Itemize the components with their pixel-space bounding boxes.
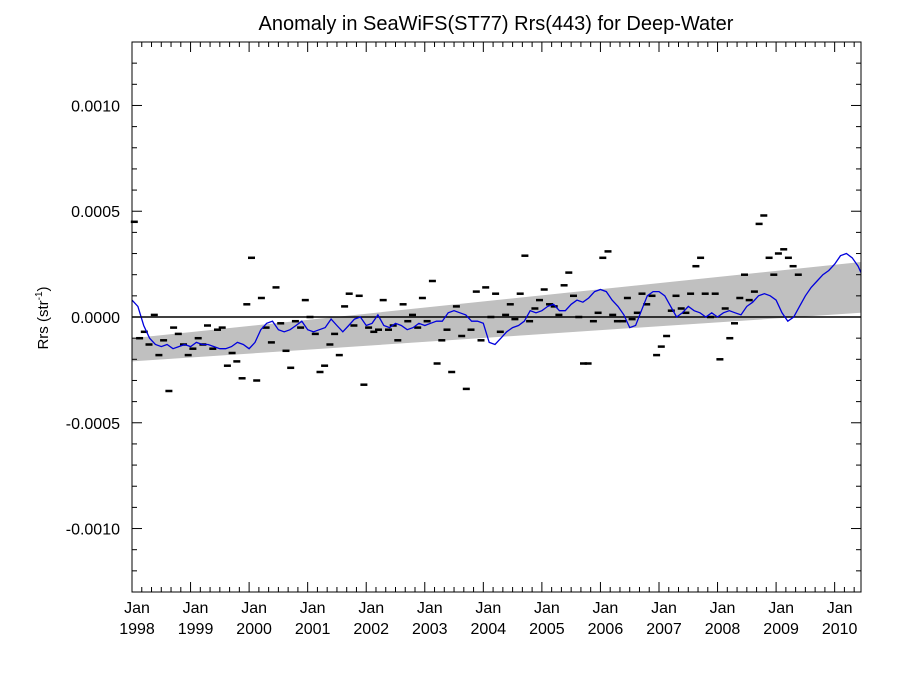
x-tick-label-year: 2000 <box>236 621 272 638</box>
x-tick-label-month: Jan <box>300 600 326 617</box>
x-tick-label-month: Jan <box>768 600 794 617</box>
x-tick-label-month: Jan <box>475 600 501 617</box>
x-tick-label-year: 2003 <box>412 621 448 638</box>
x-tick-label-month: Jan <box>358 600 384 617</box>
x-tick-label-year: 2010 <box>822 621 858 638</box>
y-axis-label-close: ) <box>35 286 52 291</box>
y-axis-label: Rrs (str-1) <box>34 286 52 349</box>
x-tick-label-month: Jan <box>241 600 267 617</box>
y-tick-label: 0.0010 <box>71 98 120 115</box>
x-tick-label-month: Jan <box>651 600 677 617</box>
x-tick-label-year: 2005 <box>529 621 565 638</box>
x-tick-label-month: Jan <box>593 600 619 617</box>
x-tick-label-month: Jan <box>534 600 560 617</box>
plot-area: 0.0010 0.0005 0.0000 -0.0005 -0.0010 Jan 1998 J… <box>66 41 862 638</box>
x-tick-label-year: 2008 <box>705 621 741 638</box>
x-tick-label-month: Jan <box>710 600 736 617</box>
x-tick-label-year: 2004 <box>471 621 507 638</box>
x-tick-label-year: 2009 <box>763 621 799 638</box>
running-mean-line <box>131 252 862 350</box>
y-tick-label: 0.0005 <box>71 204 120 221</box>
y-tick-label: -0.0005 <box>66 416 120 433</box>
x-tick-label-year: 2001 <box>295 621 331 638</box>
x-tick-label-year: 2007 <box>646 621 682 638</box>
x-tick-label-month: Jan <box>827 600 853 617</box>
x-tick-label-year: 2006 <box>588 621 624 638</box>
chart-title: Anomaly in SeaWiFS(ST77) Rrs(443) for De… <box>259 13 734 35</box>
trend-band <box>132 262 861 362</box>
x-tick-label-month: Jan <box>417 600 443 617</box>
y-tick-label: 0.0000 <box>71 310 120 327</box>
y-axis-label-main: Rrs (str <box>35 300 52 349</box>
x-tick-label-month: Jan <box>124 600 150 617</box>
x-tick-label-year: 1999 <box>178 621 214 638</box>
x-tick-label-month: Jan <box>183 600 209 617</box>
y-axis-label-superscript: -1 <box>34 291 45 300</box>
x-tick-label-year: 2002 <box>353 621 389 638</box>
x-tick-label-year: 1998 <box>119 621 155 638</box>
y-tick-label: -0.0010 <box>66 522 120 539</box>
